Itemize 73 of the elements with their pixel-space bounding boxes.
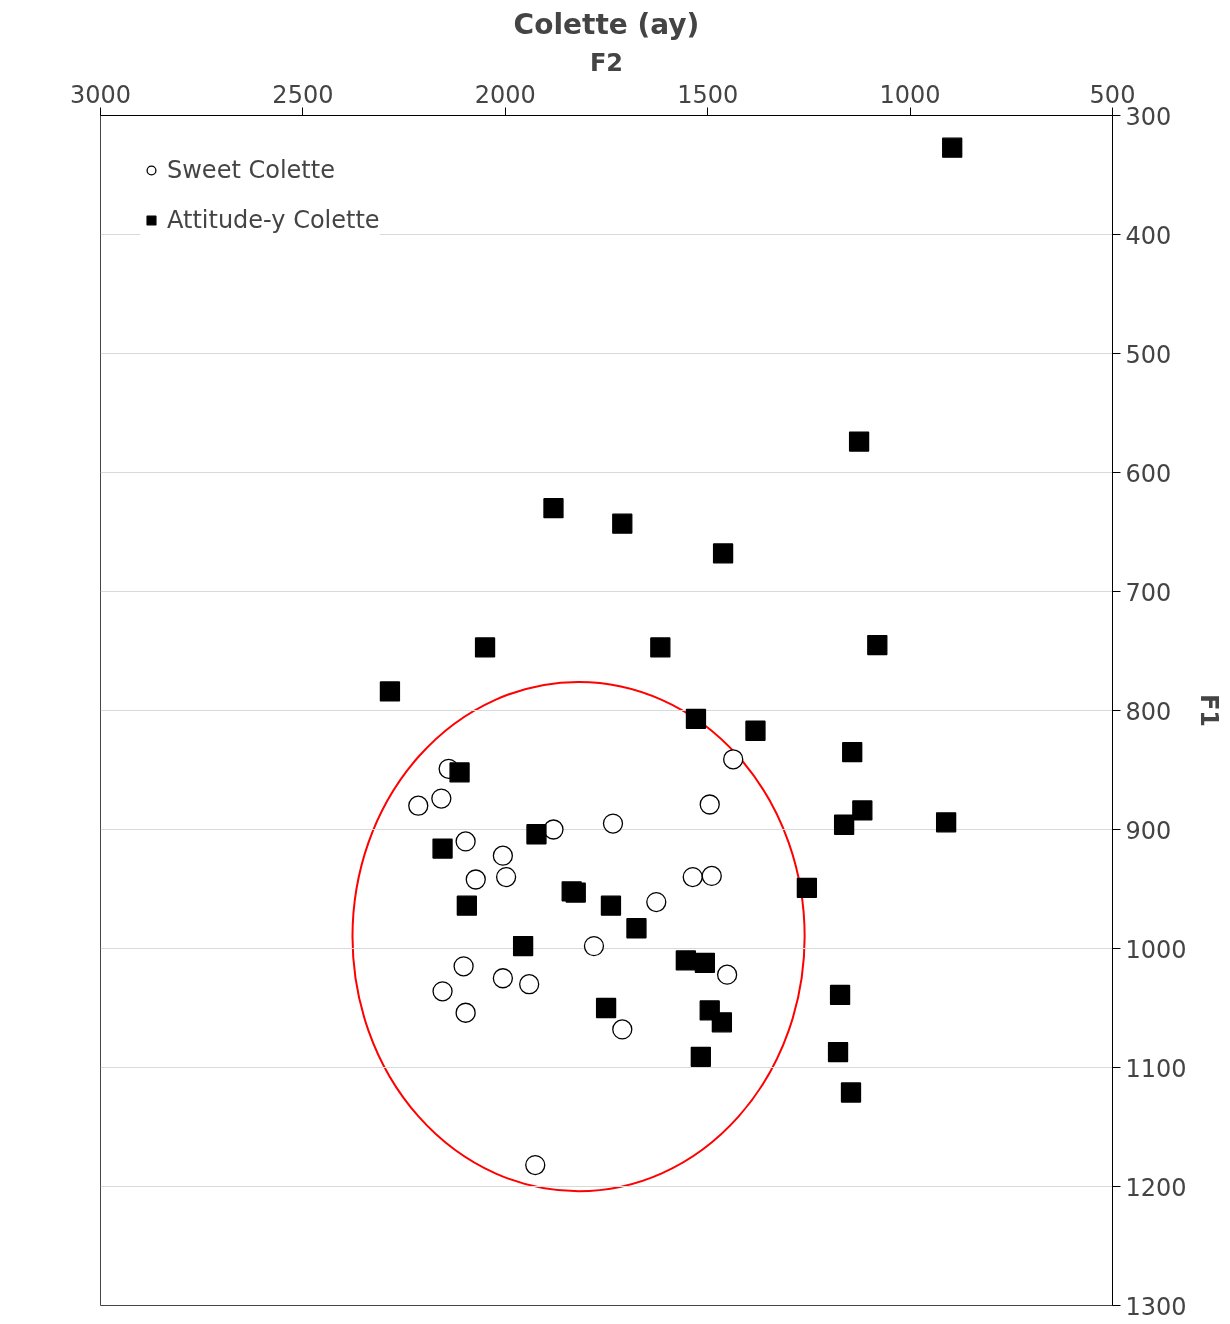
point <box>408 795 429 816</box>
point <box>519 974 540 995</box>
point <box>712 543 734 564</box>
point <box>745 720 766 741</box>
point <box>852 800 873 821</box>
x-tick-label: 3000 <box>69 80 132 109</box>
point <box>432 981 453 1002</box>
point <box>612 513 633 534</box>
point <box>525 1154 546 1176</box>
point <box>840 1082 862 1103</box>
x-tick-label: 2500 <box>272 80 334 109</box>
y-tick-label: 900 <box>1125 816 1172 845</box>
point <box>675 950 696 971</box>
point <box>827 1041 849 1063</box>
point <box>701 865 722 887</box>
y-tick-label: 600 <box>1125 459 1172 488</box>
point <box>685 708 707 729</box>
point <box>833 814 855 835</box>
point <box>682 866 703 888</box>
point <box>848 431 870 452</box>
legend-label: Attitude-y Colette <box>167 206 380 234</box>
point <box>602 813 624 834</box>
y-tick-label: 400 <box>1125 221 1172 250</box>
y-axis-title: F1 <box>1194 693 1223 728</box>
point <box>829 984 851 1006</box>
point <box>495 866 517 888</box>
point <box>526 824 547 845</box>
chart-title: Colette (ay) <box>513 7 700 41</box>
x-axis-title: F2 <box>589 48 624 77</box>
point <box>453 956 474 977</box>
point <box>456 895 477 916</box>
y-tick-label: 1300 <box>1125 1292 1187 1321</box>
y-tick-label: 1000 <box>1125 935 1187 964</box>
point <box>379 681 401 702</box>
point <box>646 891 667 913</box>
point <box>492 845 514 866</box>
point <box>690 1046 711 1067</box>
point <box>455 831 476 852</box>
x-tick-label: 1500 <box>677 80 739 109</box>
point <box>626 918 647 939</box>
x-tick-label: 2000 <box>474 80 536 109</box>
x-tick-label: 1000 <box>879 80 941 109</box>
point <box>543 498 564 519</box>
point <box>716 964 738 985</box>
point <box>723 749 744 770</box>
point <box>600 895 622 916</box>
y-tick-label: 800 <box>1125 697 1172 726</box>
y-tick-label: 700 <box>1125 578 1172 607</box>
point <box>595 997 617 1019</box>
point <box>842 742 863 763</box>
point <box>455 1002 476 1023</box>
point <box>474 637 496 658</box>
y-tick-label: 500 <box>1125 340 1172 369</box>
point <box>650 637 671 658</box>
point <box>512 935 534 957</box>
legend-label: Sweet Colette <box>167 156 335 184</box>
point <box>942 137 963 158</box>
point <box>612 1019 633 1040</box>
point <box>432 838 453 859</box>
point <box>431 788 452 809</box>
point <box>449 762 470 783</box>
point <box>867 634 888 656</box>
point <box>694 952 716 973</box>
y-tick-label: 300 <box>1125 102 1172 131</box>
point <box>796 877 818 898</box>
point <box>935 812 957 833</box>
point <box>465 869 486 890</box>
y-tick-label: 1100 <box>1125 1054 1187 1083</box>
y-tick-label: 1200 <box>1125 1173 1187 1202</box>
point <box>583 935 605 957</box>
point <box>699 794 720 815</box>
point <box>711 1012 733 1033</box>
point <box>492 968 514 989</box>
